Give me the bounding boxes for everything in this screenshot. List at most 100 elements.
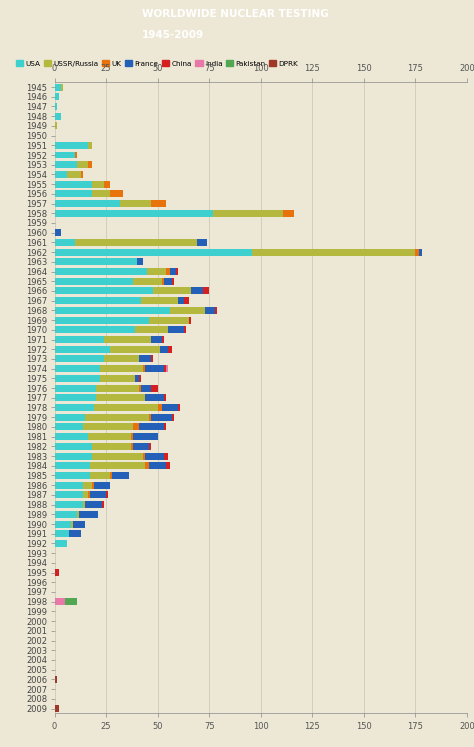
Bar xyxy=(143,365,145,372)
Bar xyxy=(168,346,172,353)
Bar xyxy=(55,249,253,255)
Bar xyxy=(96,385,139,391)
Bar xyxy=(55,365,100,372)
Bar xyxy=(55,540,67,547)
Bar xyxy=(151,336,162,343)
Bar xyxy=(55,258,137,265)
Bar xyxy=(164,453,168,459)
Bar xyxy=(55,676,56,683)
Bar xyxy=(55,424,83,430)
Bar xyxy=(55,113,61,120)
Bar xyxy=(168,326,184,333)
Bar xyxy=(55,472,90,479)
Bar xyxy=(71,521,73,527)
Bar xyxy=(133,443,149,450)
Bar xyxy=(154,288,191,294)
Bar xyxy=(55,705,59,712)
Bar xyxy=(145,462,149,469)
Bar xyxy=(55,181,91,187)
Bar xyxy=(88,161,91,168)
Bar xyxy=(55,336,104,343)
Bar xyxy=(55,598,65,605)
Bar xyxy=(145,453,164,459)
Bar xyxy=(55,93,59,100)
Bar xyxy=(55,200,120,207)
Bar xyxy=(189,317,191,323)
Bar xyxy=(166,365,168,372)
Bar xyxy=(55,152,75,158)
Bar xyxy=(55,385,96,391)
Bar xyxy=(83,501,85,508)
Bar xyxy=(55,530,69,537)
Bar xyxy=(184,326,186,333)
Bar xyxy=(55,492,83,498)
Bar xyxy=(77,511,79,518)
Bar xyxy=(75,152,77,158)
Bar xyxy=(55,297,141,304)
Bar xyxy=(205,307,215,314)
Bar xyxy=(110,472,112,479)
Bar xyxy=(106,492,108,498)
Bar xyxy=(162,336,164,343)
Bar xyxy=(55,521,71,527)
Bar xyxy=(55,433,88,440)
Bar xyxy=(162,278,164,285)
Bar xyxy=(415,249,419,255)
Bar xyxy=(55,453,91,459)
Bar xyxy=(133,424,139,430)
Bar xyxy=(55,326,135,333)
Bar xyxy=(213,210,283,217)
Bar xyxy=(170,268,176,275)
Bar xyxy=(55,190,91,197)
Bar xyxy=(90,462,145,469)
Bar xyxy=(94,482,110,489)
Bar xyxy=(197,239,207,246)
Bar xyxy=(139,385,141,391)
Bar xyxy=(83,492,88,498)
Bar xyxy=(79,511,98,518)
Bar xyxy=(88,492,90,498)
Bar xyxy=(90,472,110,479)
Bar xyxy=(133,433,157,440)
Bar xyxy=(139,424,164,430)
Bar xyxy=(157,404,162,411)
Bar xyxy=(55,278,133,285)
Bar xyxy=(75,239,197,246)
Bar xyxy=(151,356,154,362)
Bar xyxy=(55,142,88,149)
Bar xyxy=(55,375,100,382)
Bar xyxy=(55,404,94,411)
Bar xyxy=(55,346,110,353)
Bar xyxy=(83,482,91,489)
Bar xyxy=(166,462,170,469)
Bar xyxy=(90,492,106,498)
Bar xyxy=(55,501,83,508)
Bar xyxy=(110,190,123,197)
Bar xyxy=(141,297,178,304)
Bar xyxy=(135,375,139,382)
Bar xyxy=(55,123,56,129)
Bar xyxy=(151,200,166,207)
Text: 1945-2009: 1945-2009 xyxy=(142,30,204,40)
Bar xyxy=(176,268,178,275)
Bar xyxy=(55,356,104,362)
Bar xyxy=(55,394,96,401)
Bar xyxy=(215,307,218,314)
Bar xyxy=(55,414,85,421)
Bar xyxy=(73,521,85,527)
Bar xyxy=(61,84,63,90)
Bar xyxy=(147,268,166,275)
Bar xyxy=(55,317,149,323)
Bar xyxy=(91,190,110,197)
Bar xyxy=(67,171,82,178)
Bar xyxy=(55,511,77,518)
Bar xyxy=(88,433,131,440)
Bar xyxy=(83,424,133,430)
Bar xyxy=(82,171,83,178)
Bar xyxy=(135,326,168,333)
Bar xyxy=(170,307,205,314)
Bar xyxy=(172,278,174,285)
Bar xyxy=(162,404,178,411)
Bar xyxy=(104,181,110,187)
Bar xyxy=(55,161,77,168)
